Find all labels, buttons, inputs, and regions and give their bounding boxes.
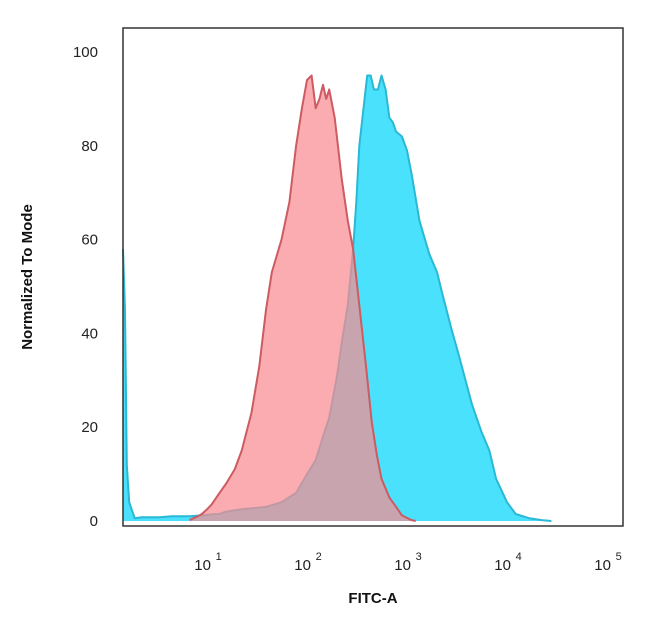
y-tick-label: 60 — [81, 232, 98, 249]
x-tick-exponent: 3 — [416, 551, 422, 563]
x-tick-label: 10 3 — [394, 551, 421, 574]
x-tick-base: 10 — [194, 557, 211, 574]
y-tick-label: 0 — [90, 513, 98, 530]
y-tick-label: 100 — [73, 44, 98, 61]
x-tick-label: 10 1 — [194, 551, 221, 574]
x-tick-exponent: 2 — [316, 551, 322, 563]
x-tick-base: 10 — [594, 557, 611, 574]
x-axis-title: FITC-A — [348, 590, 397, 607]
x-tick-base: 10 — [494, 557, 511, 574]
series-2-area — [189, 75, 416, 521]
plot-series — [122, 74, 552, 522]
x-axis: 10 1 10 2 10 3 10 4 10 5 — [194, 551, 621, 574]
y-tick-label: 80 — [81, 138, 98, 155]
x-tick-label: 10 2 — [294, 551, 321, 574]
x-tick-exponent: 5 — [616, 551, 622, 563]
y-tick-label: 40 — [81, 325, 98, 342]
x-tick-exponent: 4 — [516, 551, 522, 563]
x-tick-exponent: 1 — [216, 551, 222, 563]
y-axis-title: Normalized To Mode — [19, 204, 36, 350]
series-2-line — [189, 74, 416, 522]
y-tick-label: 20 — [81, 419, 98, 436]
x-tick-label: 10 5 — [594, 551, 621, 574]
plot-area-frame — [122, 27, 624, 527]
x-tick-base: 10 — [294, 557, 311, 574]
series-1-area — [123, 75, 552, 521]
x-tick-base: 10 — [394, 557, 411, 574]
y-axis: 0 20 40 60 80 100 — [73, 44, 98, 530]
x-tick-label: 10 4 — [494, 551, 521, 574]
